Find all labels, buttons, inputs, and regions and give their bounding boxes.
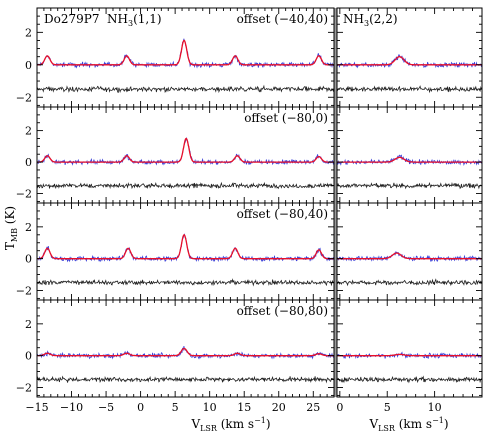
model-fit <box>337 353 482 357</box>
x-tick-label: 5 <box>384 401 391 414</box>
x-tick-label: 10 <box>428 401 442 414</box>
x-tick-label: 25 <box>306 401 320 414</box>
x-tick-label: −10 <box>60 401 83 414</box>
x-tick-label: 5 <box>172 401 179 414</box>
model-fit <box>337 252 482 260</box>
column-divider <box>334 8 337 397</box>
x-tick-label: 20 <box>272 401 286 414</box>
line-label-nh3-22: NH3(2,2) <box>343 12 398 28</box>
x-tick-label: 0 <box>137 401 144 414</box>
panel-offset-8040-nh3-11 <box>36 202 335 301</box>
panel-frame <box>36 299 335 398</box>
x-tick-label: −5 <box>98 401 114 414</box>
residual-trace <box>336 278 482 287</box>
y-tick-label: 2 <box>25 26 32 39</box>
residual-trace <box>336 181 482 190</box>
x-tick-label: 10 <box>203 401 217 414</box>
source-label: Do279P7 <box>44 12 99 26</box>
model-fit <box>36 234 334 260</box>
offset-label: offset (−80,0) <box>244 111 328 125</box>
panel-grid: −2 0 2 offset (−40,40) −2 0 2 offset (−80,0) −2 0… <box>16 7 483 414</box>
model-fit <box>337 56 482 66</box>
line-label-nh3-11: NH3(1,1) <box>107 12 162 28</box>
residual-trace <box>36 181 335 190</box>
x-axis-label-left: VLSR (km s−1) <box>190 416 270 433</box>
spectrum-data <box>336 154 482 166</box>
model-fit <box>37 39 334 66</box>
spectrum-data <box>36 346 335 360</box>
panel-offset-8040-nh3-22 <box>336 202 483 301</box>
y-tick-label: 0 <box>25 253 32 266</box>
y-tick-label: 0 <box>25 156 32 169</box>
y-tick-label: 0 <box>25 350 32 363</box>
x-tick-label: 0 <box>336 401 343 414</box>
residual-trace <box>336 85 482 94</box>
panel-offset-800-nh3-22 <box>336 106 483 204</box>
spectrum-data <box>336 251 482 262</box>
y-tick-label: −2 <box>16 381 32 394</box>
panel-frame <box>336 202 483 301</box>
y-tick-label: −2 <box>16 188 32 201</box>
residual-trace <box>336 375 482 384</box>
panel-frame <box>336 299 483 398</box>
offset-label: offset (−40,40) <box>237 12 328 26</box>
offset-label: offset (−80,80) <box>237 304 328 318</box>
offset-label: offset (−80,40) <box>237 207 328 221</box>
residual-trace <box>36 375 335 384</box>
y-tick-label: −2 <box>16 91 32 104</box>
panel-offset-800-nh3-11 <box>36 106 335 204</box>
x-axis-label-right: VLSR (km s−1) <box>368 416 448 433</box>
y-tick-label: −2 <box>16 284 32 297</box>
model-fit <box>36 347 334 357</box>
y-tick-label: 2 <box>25 221 32 234</box>
panel-offset-4040-nh3-22 <box>336 7 483 108</box>
spectrum-data <box>36 136 335 166</box>
x-tick-label: −15 <box>25 401 48 414</box>
panel-offset-8080-nh3-22 <box>336 299 483 398</box>
model-fit <box>37 137 334 163</box>
panel-offset-8080-nh3-11 <box>36 299 335 398</box>
y-tick-label: 2 <box>25 318 32 331</box>
y-tick-label: 0 <box>25 59 32 72</box>
residual-trace <box>36 84 335 94</box>
y-tick-label: 2 <box>25 125 32 138</box>
residual-trace <box>36 278 335 287</box>
x-tick-label: 15 <box>237 401 251 414</box>
model-fit <box>337 156 482 163</box>
y-axis-label: TMB (K) <box>3 206 19 250</box>
